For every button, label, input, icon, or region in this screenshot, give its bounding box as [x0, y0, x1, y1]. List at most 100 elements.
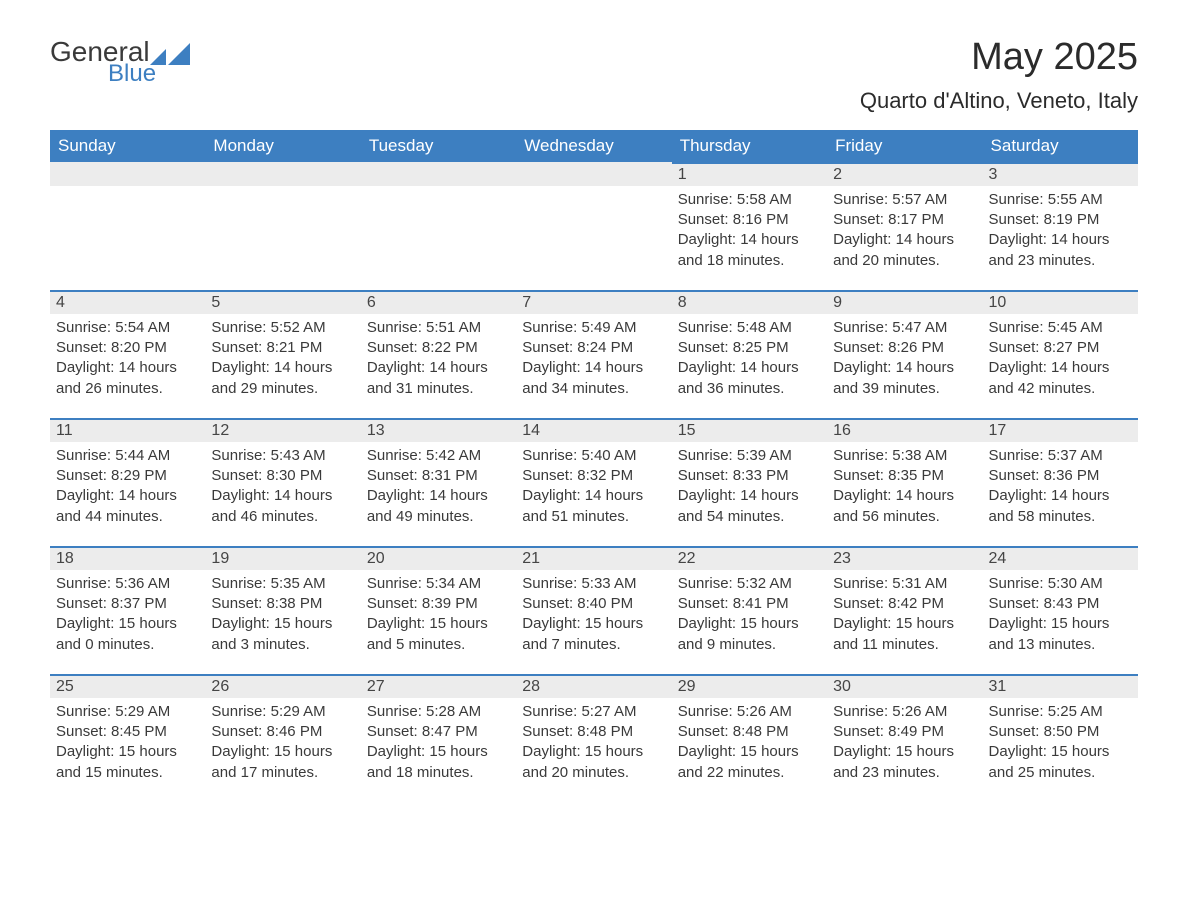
sunrise-label: Sunrise: 5:47 AM	[833, 318, 976, 338]
daylight-label: Daylight: 15 hours and 20 minutes.	[522, 742, 665, 783]
day-detail: Sunrise: 5:29 AMSunset: 8:46 PMDaylight:…	[205, 698, 360, 783]
sunrise-label: Sunrise: 5:58 AM	[678, 190, 821, 210]
daylight-label: Daylight: 14 hours and 54 minutes.	[678, 486, 821, 527]
sunset-label: Sunset: 8:33 PM	[678, 466, 821, 486]
daylight-label: Daylight: 15 hours and 7 minutes.	[522, 614, 665, 655]
daylight-label: Daylight: 14 hours and 36 minutes.	[678, 358, 821, 399]
day-detail: Sunrise: 5:36 AMSunset: 8:37 PMDaylight:…	[50, 570, 205, 655]
sunset-label: Sunset: 8:30 PM	[211, 466, 354, 486]
sunset-label: Sunset: 8:48 PM	[522, 722, 665, 742]
day-detail: Sunrise: 5:51 AMSunset: 8:22 PMDaylight:…	[361, 314, 516, 399]
logo-icon	[150, 43, 194, 67]
sunset-label: Sunset: 8:21 PM	[211, 338, 354, 358]
sunrise-label: Sunrise: 5:38 AM	[833, 446, 976, 466]
sunrise-label: Sunrise: 5:32 AM	[678, 574, 821, 594]
day-detail: Sunrise: 5:42 AMSunset: 8:31 PMDaylight:…	[361, 442, 516, 527]
sunset-label: Sunset: 8:24 PM	[522, 338, 665, 358]
sunrise-label: Sunrise: 5:29 AM	[211, 702, 354, 722]
day-number: 25	[50, 674, 205, 698]
calendar-cell	[205, 162, 360, 290]
calendar-cell: 23Sunrise: 5:31 AMSunset: 8:42 PMDayligh…	[827, 546, 982, 674]
sunset-label: Sunset: 8:39 PM	[367, 594, 510, 614]
sunset-label: Sunset: 8:49 PM	[833, 722, 976, 742]
day-number: 23	[827, 546, 982, 570]
daylight-label: Daylight: 14 hours and 56 minutes.	[833, 486, 976, 527]
day-number: 15	[672, 418, 827, 442]
day-detail: Sunrise: 5:27 AMSunset: 8:48 PMDaylight:…	[516, 698, 671, 783]
day-number	[516, 162, 671, 186]
day-detail: Sunrise: 5:33 AMSunset: 8:40 PMDaylight:…	[516, 570, 671, 655]
day-detail: Sunrise: 5:57 AMSunset: 8:17 PMDaylight:…	[827, 186, 982, 271]
day-number: 24	[983, 546, 1138, 570]
sunrise-label: Sunrise: 5:39 AM	[678, 446, 821, 466]
calendar-cell: 2Sunrise: 5:57 AMSunset: 8:17 PMDaylight…	[827, 162, 982, 290]
sunrise-label: Sunrise: 5:51 AM	[367, 318, 510, 338]
daylight-label: Daylight: 15 hours and 5 minutes.	[367, 614, 510, 655]
day-number: 6	[361, 290, 516, 314]
calendar-cell: 12Sunrise: 5:43 AMSunset: 8:30 PMDayligh…	[205, 418, 360, 546]
sunrise-label: Sunrise: 5:30 AM	[989, 574, 1132, 594]
day-number: 5	[205, 290, 360, 314]
day-number: 29	[672, 674, 827, 698]
calendar-cell: 14Sunrise: 5:40 AMSunset: 8:32 PMDayligh…	[516, 418, 671, 546]
day-detail: Sunrise: 5:55 AMSunset: 8:19 PMDaylight:…	[983, 186, 1138, 271]
sunrise-label: Sunrise: 5:25 AM	[989, 702, 1132, 722]
sunset-label: Sunset: 8:27 PM	[989, 338, 1132, 358]
day-number: 3	[983, 162, 1138, 186]
day-number: 1	[672, 162, 827, 186]
daylight-label: Daylight: 14 hours and 29 minutes.	[211, 358, 354, 399]
sunset-label: Sunset: 8:16 PM	[678, 210, 821, 230]
sunset-label: Sunset: 8:47 PM	[367, 722, 510, 742]
daylight-label: Daylight: 15 hours and 13 minutes.	[989, 614, 1132, 655]
sunrise-label: Sunrise: 5:43 AM	[211, 446, 354, 466]
sunrise-label: Sunrise: 5:26 AM	[833, 702, 976, 722]
sunrise-label: Sunrise: 5:33 AM	[522, 574, 665, 594]
day-detail: Sunrise: 5:49 AMSunset: 8:24 PMDaylight:…	[516, 314, 671, 399]
sunrise-label: Sunrise: 5:54 AM	[56, 318, 199, 338]
col-wednesday: Wednesday	[516, 130, 671, 162]
sunset-label: Sunset: 8:31 PM	[367, 466, 510, 486]
daylight-label: Daylight: 15 hours and 0 minutes.	[56, 614, 199, 655]
daylight-label: Daylight: 15 hours and 23 minutes.	[833, 742, 976, 783]
sunrise-label: Sunrise: 5:49 AM	[522, 318, 665, 338]
day-number: 7	[516, 290, 671, 314]
day-detail: Sunrise: 5:58 AMSunset: 8:16 PMDaylight:…	[672, 186, 827, 271]
sunrise-label: Sunrise: 5:26 AM	[678, 702, 821, 722]
day-number: 14	[516, 418, 671, 442]
page-title: May 2025	[860, 38, 1138, 78]
calendar-cell	[516, 162, 671, 290]
calendar-cell: 26Sunrise: 5:29 AMSunset: 8:46 PMDayligh…	[205, 674, 360, 802]
day-detail: Sunrise: 5:30 AMSunset: 8:43 PMDaylight:…	[983, 570, 1138, 655]
sunrise-label: Sunrise: 5:52 AM	[211, 318, 354, 338]
calendar-cell: 18Sunrise: 5:36 AMSunset: 8:37 PMDayligh…	[50, 546, 205, 674]
daylight-label: Daylight: 15 hours and 15 minutes.	[56, 742, 199, 783]
day-number: 10	[983, 290, 1138, 314]
calendar-cell: 20Sunrise: 5:34 AMSunset: 8:39 PMDayligh…	[361, 546, 516, 674]
day-number: 26	[205, 674, 360, 698]
daylight-label: Daylight: 14 hours and 26 minutes.	[56, 358, 199, 399]
calendar-cell: 16Sunrise: 5:38 AMSunset: 8:35 PMDayligh…	[827, 418, 982, 546]
day-number: 20	[361, 546, 516, 570]
daylight-label: Daylight: 14 hours and 18 minutes.	[678, 230, 821, 271]
day-number: 27	[361, 674, 516, 698]
col-sunday: Sunday	[50, 130, 205, 162]
day-number: 18	[50, 546, 205, 570]
calendar-cell: 8Sunrise: 5:48 AMSunset: 8:25 PMDaylight…	[672, 290, 827, 418]
col-monday: Monday	[205, 130, 360, 162]
calendar-cell: 6Sunrise: 5:51 AMSunset: 8:22 PMDaylight…	[361, 290, 516, 418]
daylight-label: Daylight: 14 hours and 44 minutes.	[56, 486, 199, 527]
daylight-label: Daylight: 15 hours and 22 minutes.	[678, 742, 821, 783]
day-number: 22	[672, 546, 827, 570]
calendar-cell: 13Sunrise: 5:42 AMSunset: 8:31 PMDayligh…	[361, 418, 516, 546]
calendar-week: 4Sunrise: 5:54 AMSunset: 8:20 PMDaylight…	[50, 290, 1138, 418]
col-thursday: Thursday	[672, 130, 827, 162]
sunset-label: Sunset: 8:45 PM	[56, 722, 199, 742]
sunset-label: Sunset: 8:43 PM	[989, 594, 1132, 614]
sunset-label: Sunset: 8:41 PM	[678, 594, 821, 614]
calendar-cell: 22Sunrise: 5:32 AMSunset: 8:41 PMDayligh…	[672, 546, 827, 674]
day-detail: Sunrise: 5:45 AMSunset: 8:27 PMDaylight:…	[983, 314, 1138, 399]
daylight-label: Daylight: 15 hours and 18 minutes.	[367, 742, 510, 783]
logo: General Blue	[50, 38, 194, 86]
calendar-week: 1Sunrise: 5:58 AMSunset: 8:16 PMDaylight…	[50, 162, 1138, 290]
col-tuesday: Tuesday	[361, 130, 516, 162]
